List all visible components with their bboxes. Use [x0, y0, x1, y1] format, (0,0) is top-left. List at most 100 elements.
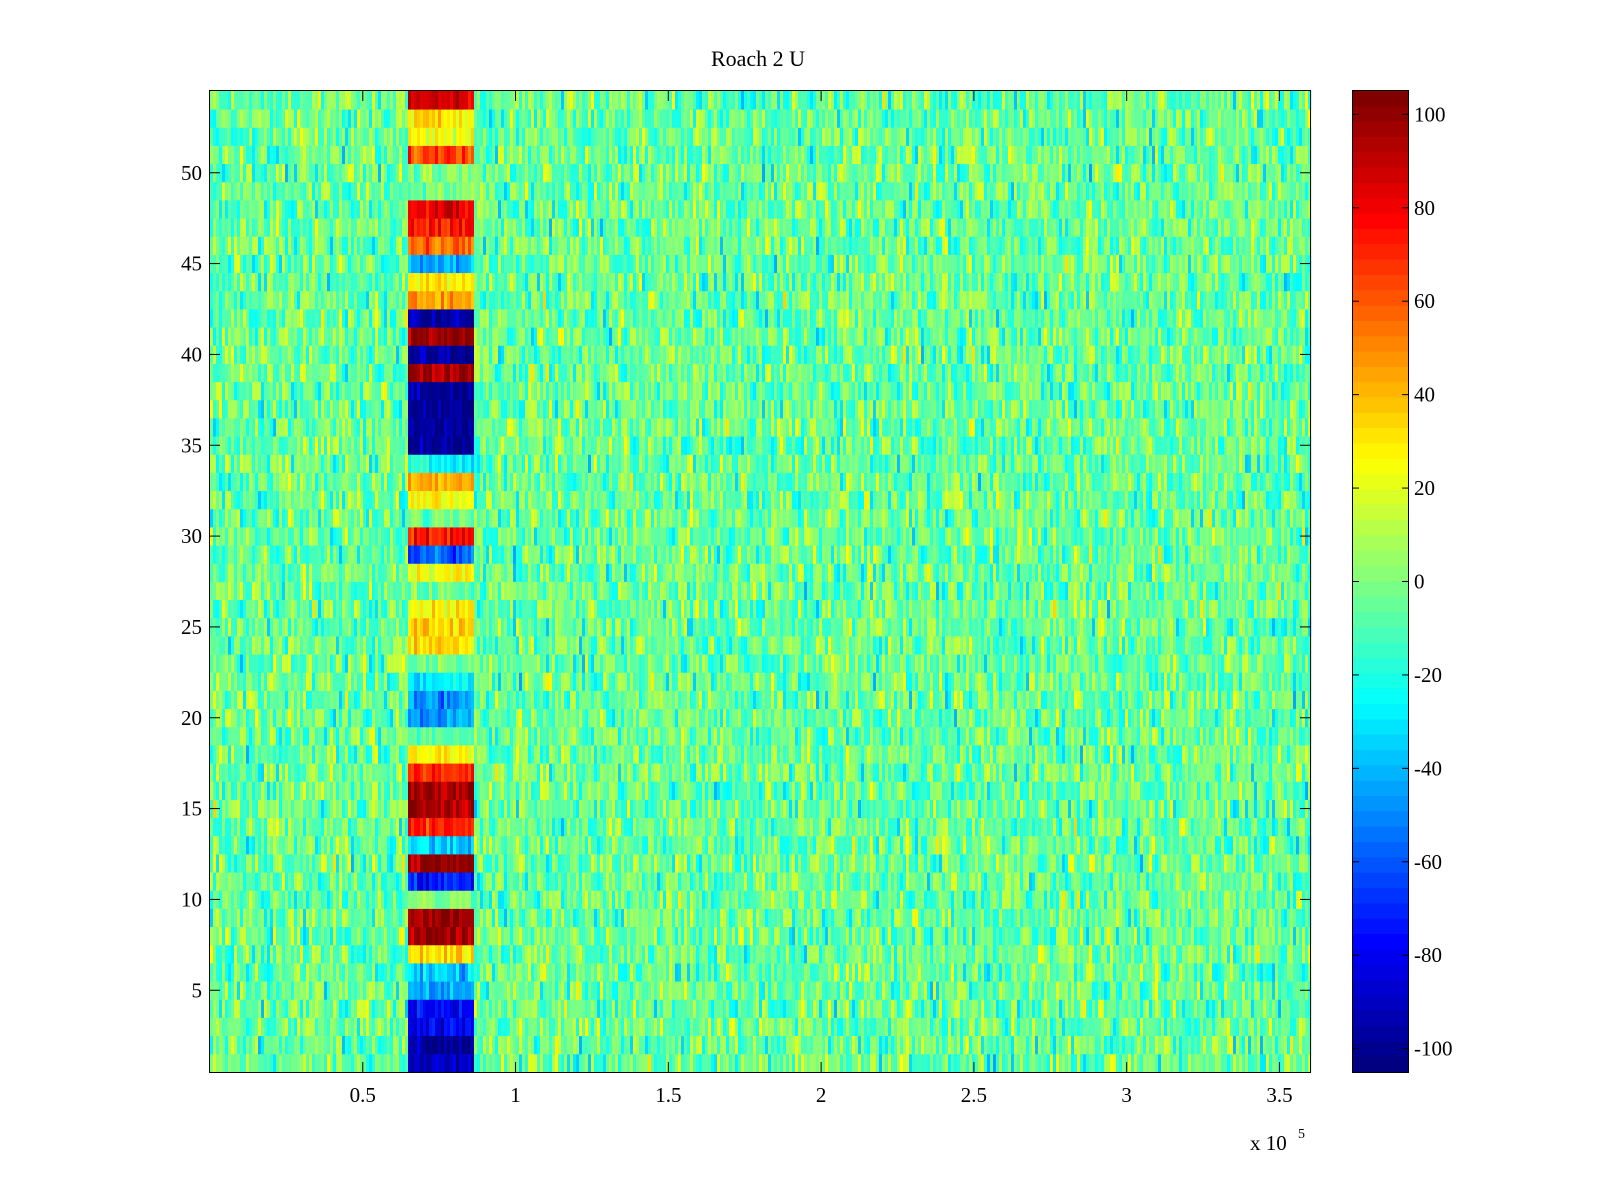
heatmap-cell	[1305, 908, 1309, 928]
heatmap-cell	[222, 854, 226, 873]
heatmap-cell	[606, 981, 610, 1000]
heatmap-cell	[666, 835, 670, 855]
heatmap-cell	[1203, 1053, 1207, 1073]
heatmap-cell	[456, 908, 460, 928]
heatmap-cell	[444, 963, 448, 982]
heatmap-cell	[417, 981, 421, 1000]
heatmap-cell	[1134, 908, 1138, 928]
heatmap-cell	[918, 854, 922, 873]
heatmap-cell	[489, 1053, 493, 1073]
heatmap-cell	[753, 854, 757, 873]
heatmap-cell	[924, 1053, 928, 1073]
heatmap-cell	[1158, 890, 1162, 909]
heatmap-cell	[513, 926, 517, 946]
heatmap-cell	[543, 854, 547, 873]
heatmap-cell	[1263, 963, 1267, 982]
heatmap-cell	[588, 817, 592, 837]
heatmap-cell	[585, 981, 589, 1000]
heatmap-cell	[1305, 872, 1309, 891]
heatmap-cell	[1251, 1053, 1255, 1073]
heatmap-cell	[687, 854, 691, 873]
heatmap-cell	[1113, 1053, 1117, 1073]
heatmap-cell	[231, 1035, 235, 1055]
heatmap-cell	[294, 1053, 298, 1073]
heatmap-cell	[900, 944, 904, 964]
heatmap-cell	[522, 817, 526, 837]
heatmap-cell	[1056, 926, 1060, 946]
heatmap-cell	[696, 908, 700, 928]
heatmap-cell	[366, 944, 370, 964]
heatmap-cell	[1215, 1017, 1219, 1037]
heatmap-cell	[960, 1035, 964, 1055]
heatmap-cell	[1263, 835, 1267, 855]
heatmap-cell	[675, 1035, 679, 1055]
heatmap-cell	[1278, 981, 1282, 1000]
heatmap-cell	[528, 908, 532, 928]
heatmap-cell	[1146, 1053, 1150, 1073]
heatmap-cell	[333, 999, 337, 1018]
heatmap-cell	[924, 872, 928, 891]
heatmap-cell	[1272, 963, 1276, 982]
heatmap-cell	[900, 981, 904, 1000]
heatmap-cell	[705, 926, 709, 946]
heatmap-cell	[540, 981, 544, 1000]
heatmap-cell	[1161, 963, 1165, 982]
heatmap-cell	[294, 981, 298, 1000]
heatmap-cell	[1104, 999, 1108, 1018]
heatmap-cell	[804, 963, 808, 982]
heatmap-cell	[1218, 926, 1222, 946]
heatmap-cell	[1167, 963, 1171, 982]
heatmap-cell	[540, 1053, 544, 1073]
heatmap-cell	[1251, 944, 1255, 964]
heatmap-cell	[501, 926, 505, 946]
heatmap-cell	[960, 1053, 964, 1073]
heatmap-cell	[1299, 963, 1303, 982]
heatmap-cell	[609, 854, 613, 873]
heatmap-cell	[912, 944, 916, 964]
heatmap-cell	[882, 963, 886, 982]
heatmap-cell	[852, 963, 856, 982]
heatmap-cell	[360, 854, 364, 873]
heatmap-cell	[969, 835, 973, 855]
heatmap-cell	[792, 963, 796, 982]
heatmap-cell	[1233, 854, 1237, 873]
heatmap-cell	[1017, 944, 1021, 964]
heatmap-cell	[702, 926, 706, 946]
heatmap-cell	[477, 817, 481, 837]
heatmap-cell	[705, 1053, 709, 1073]
heatmap-cell	[354, 890, 358, 909]
heatmap-cell	[942, 890, 946, 909]
heatmap-cell	[987, 999, 991, 1018]
heatmap-cell	[537, 926, 541, 946]
heatmap-cell	[633, 872, 637, 891]
heatmap-cell	[948, 963, 952, 982]
heatmap-cell	[411, 963, 415, 982]
heatmap-cell	[1221, 981, 1225, 1000]
heatmap-cell	[336, 854, 340, 873]
heatmap-cell	[774, 944, 778, 964]
heatmap-cell	[447, 963, 451, 982]
heatmap-cell	[528, 1053, 532, 1073]
heatmap-cell	[279, 926, 283, 946]
heatmap-cell	[969, 1035, 973, 1055]
heatmap-cell	[813, 835, 817, 855]
heatmap-cell	[705, 999, 709, 1018]
heatmap-cell	[945, 872, 949, 891]
heatmap-cell	[345, 890, 349, 909]
heatmap-cell	[672, 944, 676, 964]
heatmap-cell	[468, 872, 472, 891]
heatmap-cell	[717, 872, 721, 891]
heatmap-cell	[594, 999, 598, 1018]
heatmap-cell	[630, 817, 634, 837]
heatmap-cell	[354, 944, 358, 964]
heatmap-cell	[429, 1017, 433, 1037]
heatmap-cell	[480, 1035, 484, 1055]
heatmap-cell	[528, 854, 532, 873]
heatmap-cell	[282, 963, 286, 982]
heatmap-cell	[444, 1017, 448, 1037]
heatmap-cell	[1032, 1035, 1036, 1055]
heatmap-cell	[381, 999, 385, 1018]
heatmap-cell	[852, 981, 856, 1000]
heatmap-cell	[951, 890, 955, 909]
heatmap-cell	[474, 963, 478, 982]
